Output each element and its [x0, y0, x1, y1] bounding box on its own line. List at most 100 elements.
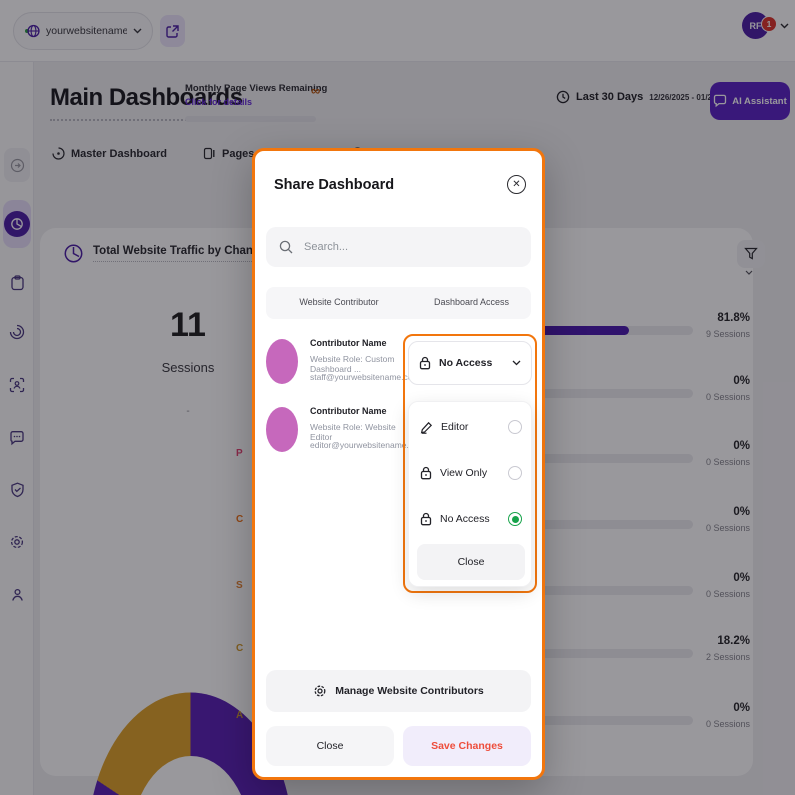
pages-icon — [203, 147, 216, 160]
sidebar-item-chat[interactable] — [0, 430, 34, 446]
channel-percent: 81.8% — [717, 312, 750, 324]
contributor-avatar — [266, 407, 298, 452]
channel-percent: 0% — [733, 375, 750, 387]
channel-label: C — [236, 643, 244, 654]
pie-dashboard-icon — [10, 217, 24, 231]
access-dropdown[interactable]: No Access — [408, 341, 532, 385]
chevron-down-icon — [133, 28, 142, 34]
pie-chart-icon — [64, 244, 83, 263]
channel-percent: 0% — [733, 572, 750, 584]
contributor-name: Contributor Name — [310, 406, 387, 416]
pencil-icon — [420, 421, 433, 434]
channel-label: A — [236, 710, 244, 721]
range-dates: 12/26/2025 - 01/24/2026 — [649, 92, 737, 102]
lock-icon — [419, 356, 431, 370]
user-scan-icon — [9, 377, 25, 393]
sidebar-item-orders[interactable] — [0, 275, 34, 291]
radio-button[interactable] — [508, 420, 522, 434]
chevron-down-icon — [512, 360, 521, 366]
contributor-role: Website Role: Website Editor — [310, 422, 396, 442]
channel-percent: 18.2% — [717, 635, 750, 647]
sidebar-item-performance[interactable] — [0, 324, 34, 340]
radio-button[interactable] — [508, 466, 522, 480]
channel-label: C — [236, 514, 244, 525]
search-box[interactable] — [266, 227, 531, 267]
click-for-details-link[interactable]: Click for details — [185, 97, 253, 107]
sidebar-item-collapse[interactable] — [0, 148, 34, 182]
channel-sessions: 0 Sessions — [705, 392, 750, 402]
access-dropdown-value: No Access — [439, 357, 493, 369]
search-input[interactable] — [302, 240, 502, 254]
share-dashboard-modal: Share Dashboard ✕ Website Contributor Da… — [252, 148, 545, 780]
tab-label: Master Dashboard — [71, 147, 167, 160]
external-link-icon — [166, 24, 179, 38]
funnel-icon — [744, 247, 758, 261]
search-icon — [279, 240, 293, 254]
access-dropdown-menu: Editor View Only No Access Close — [408, 401, 532, 587]
contributor-avatar — [266, 339, 298, 384]
channel-percent: 0% — [733, 506, 750, 518]
chat-bubble-icon — [713, 94, 727, 108]
access-option-view-only[interactable]: View Only — [409, 450, 533, 496]
channel-sessions: 0 Sessions — [705, 719, 750, 729]
card-title: Total Website Traffic by Channel — [93, 245, 270, 262]
channel-sessions: 0 Sessions — [705, 589, 750, 599]
chat-icon — [9, 430, 25, 446]
sidebar-item-audience[interactable] — [0, 377, 34, 393]
top-bar: yourwebsitename.com RF 1 — [0, 0, 795, 62]
dropdown-close-button[interactable]: Close — [417, 544, 525, 580]
close-icon[interactable]: ✕ — [507, 175, 526, 194]
channel-sessions: 0 Sessions — [705, 457, 750, 467]
sidebar-item-dashboards[interactable] — [3, 200, 31, 248]
infinity-value: ∞ — [311, 83, 321, 98]
filter-button[interactable] — [737, 240, 765, 268]
page-views-label: Monthly Page Views Remaining — [185, 83, 328, 94]
access-option-editor[interactable]: Editor — [409, 404, 533, 450]
site-selector[interactable]: yourwebsitename.com — [13, 12, 153, 50]
account-menu[interactable]: RF 1 — [742, 12, 789, 39]
open-site-button[interactable] — [160, 15, 185, 47]
sidebar-item-settings[interactable] — [0, 534, 34, 550]
sidebar-item-profile[interactable] — [0, 587, 34, 603]
arrow-circle-icon — [10, 158, 25, 173]
modal-close-button[interactable]: Close — [266, 726, 394, 766]
page-title: Main Dashboards — [50, 84, 243, 121]
highlight-box — [403, 334, 537, 593]
table-header: Website Contributor Dashboard Access — [266, 287, 531, 319]
range-label: Last 30 Days — [576, 91, 644, 103]
globe-icon — [24, 23, 40, 39]
contributor-role: Website Role: Custom Dashboard ... — [310, 354, 395, 374]
channel-sessions: 9 Sessions — [705, 329, 750, 339]
avatar-initials: RF — [749, 20, 762, 31]
contributor-email: editor@yourwebsitename.com — [310, 440, 425, 450]
modal-title: Share Dashboard — [274, 177, 395, 193]
contributor-email: staff@yourwebsitename.com — [310, 372, 420, 382]
tab-master-dashboard[interactable]: Master Dashboard — [52, 147, 167, 160]
gauge-icon — [52, 147, 65, 160]
sub-label: - — [186, 406, 190, 417]
radio-button[interactable] — [508, 512, 522, 526]
contributor-name: Contributor Name — [310, 338, 387, 348]
channel-label: S — [236, 580, 243, 591]
site-name: yourwebsitename.com — [46, 25, 127, 37]
save-changes-button[interactable]: Save Changes — [403, 726, 531, 766]
channel-label: P — [236, 448, 243, 459]
chevron-down-icon[interactable] — [745, 270, 753, 275]
manage-contributors-label: Manage Website Contributors — [335, 685, 484, 697]
access-option-label: Editor — [441, 421, 469, 433]
total-sessions-value: 11 — [170, 306, 206, 344]
column-website-contributor: Website Contributor — [299, 297, 379, 307]
page-views-progress — [185, 116, 316, 122]
ai-assistant-button[interactable]: AI Assistant — [710, 82, 790, 120]
swirl-icon — [9, 324, 25, 340]
manage-contributors-button[interactable]: Manage Website Contributors — [266, 670, 531, 712]
channel-sessions: 0 Sessions — [705, 523, 750, 533]
ai-assistant-label: AI Assistant — [732, 95, 787, 107]
clock-icon — [556, 90, 570, 104]
access-option-no-access[interactable]: No Access — [409, 496, 533, 542]
column-dashboard-access: Dashboard Access — [433, 297, 510, 307]
gear-icon — [9, 534, 25, 550]
shield-icon — [10, 482, 25, 498]
sidebar-item-security[interactable] — [0, 482, 34, 498]
